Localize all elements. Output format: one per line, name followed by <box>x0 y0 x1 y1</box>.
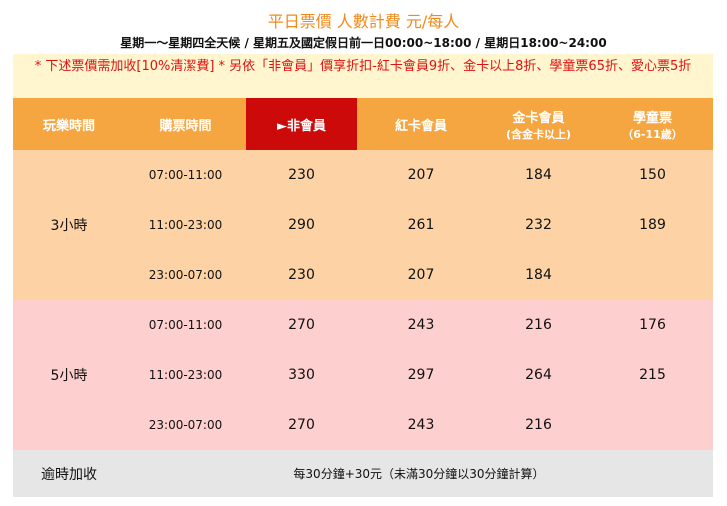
header-label: ►非會員 <box>277 118 326 134</box>
price-cell: 215 <box>592 350 713 400</box>
header-label: 紅卡會員 <box>394 118 447 134</box>
price: 184 <box>525 267 552 283</box>
duration: 3小時 <box>50 218 88 234</box>
price-cell: 189 <box>592 200 713 250</box>
price-cell: 330 <box>246 350 357 400</box>
header-sub: （6-11歲） <box>622 127 683 141</box>
price: 207 <box>407 267 435 283</box>
duration-cell: 3小時 <box>13 150 125 300</box>
price: 230 <box>288 167 315 183</box>
price: 270 <box>288 417 315 433</box>
note: * 下述票價需加收[10%清潔費] * 另依「非會員」價享折扣-紅卡會員9折、金… <box>13 54 713 98</box>
time-cell: 11:00-23:00 <box>125 200 246 250</box>
header-label: 學童票 <box>632 110 672 126</box>
overtime-text: 每30分鐘+30元（未滿30分鐘以30分鐘計算） <box>293 467 545 481</box>
price: 184 <box>525 167 552 183</box>
time-cell: 07:00-11:00 <box>125 150 246 200</box>
title: 平日票價 人數計費 元/每人 <box>267 12 460 31</box>
price-cell: 243 <box>357 400 485 450</box>
price-cell: 216 <box>485 400 592 450</box>
duration: 5小時 <box>50 368 88 384</box>
price: 264 <box>525 367 552 383</box>
price-cell: 184 <box>485 250 592 300</box>
price-cell: 216 <box>485 300 592 350</box>
price: 243 <box>407 417 435 433</box>
price: 216 <box>525 317 552 333</box>
price-cell: 207 <box>357 150 485 200</box>
price: 216 <box>525 417 552 433</box>
time: 11:00-23:00 <box>148 368 223 382</box>
header-cell: 紅卡會員 <box>357 98 485 150</box>
time-cell: 23:00-07:00 <box>125 400 246 450</box>
price-cell <box>592 250 713 300</box>
price-cell: 232 <box>485 200 592 250</box>
price: 261 <box>407 217 435 233</box>
price: 215 <box>639 367 666 383</box>
price: 330 <box>288 367 315 383</box>
price-cell: 297 <box>357 350 485 400</box>
overtime-text-cell: 每30分鐘+30元（未滿30分鐘以30分鐘計算） <box>125 450 713 497</box>
price: 150 <box>639 167 666 183</box>
header-label: 金卡會員 <box>512 110 565 126</box>
price: 207 <box>407 167 435 183</box>
header-cell: ►非會員 <box>246 98 357 150</box>
price-cell: 184 <box>485 150 592 200</box>
time-cell: 23:00-07:00 <box>125 250 246 300</box>
price-cell: 270 <box>246 300 357 350</box>
header-cell: 金卡會員 (含金卡以上) <box>485 98 592 150</box>
price: 176 <box>639 317 666 333</box>
time: 07:00-11:00 <box>148 168 223 182</box>
price: 297 <box>407 367 435 383</box>
price: 243 <box>407 317 435 333</box>
price-cell: 230 <box>246 250 357 300</box>
header-label: 玩樂時間 <box>42 118 95 134</box>
header-cell: 購票時間 <box>125 98 246 150</box>
header-cell: 學童票 （6-11歲） <box>592 98 713 150</box>
price-cell: 270 <box>246 400 357 450</box>
time: 07:00-11:00 <box>148 318 223 332</box>
time: 23:00-07:00 <box>148 268 223 282</box>
price-cell <box>592 400 713 450</box>
price-cell: 150 <box>592 150 713 200</box>
price: 270 <box>288 317 315 333</box>
overtime-label: 逾時加收 <box>41 466 97 483</box>
price-cell: 243 <box>357 300 485 350</box>
time: 23:00-07:00 <box>148 418 223 432</box>
price: 230 <box>288 267 315 283</box>
overtime-label-cell: 逾時加收 <box>13 450 125 497</box>
header-sub: (含金卡以上) <box>505 127 572 141</box>
time-cell: 11:00-23:00 <box>125 350 246 400</box>
price-cell: 261 <box>357 200 485 250</box>
price: 290 <box>288 217 315 233</box>
price-cell: 264 <box>485 350 592 400</box>
price: 232 <box>525 217 552 233</box>
duration-cell: 5小時 <box>13 300 125 450</box>
header-label: 購票時間 <box>159 118 212 134</box>
time-cell: 07:00-11:00 <box>125 300 246 350</box>
price-cell: 290 <box>246 200 357 250</box>
price-cell: 230 <box>246 150 357 200</box>
header-cell: 玩樂時間 <box>13 98 125 150</box>
price-cell: 207 <box>357 250 485 300</box>
time: 11:00-23:00 <box>148 218 223 232</box>
price: 189 <box>639 217 666 233</box>
subtitle: 星期一～星期四全天候 / 星期五及國定假日前一日00:00~18:00 / 星期… <box>120 36 607 50</box>
price-cell: 176 <box>592 300 713 350</box>
